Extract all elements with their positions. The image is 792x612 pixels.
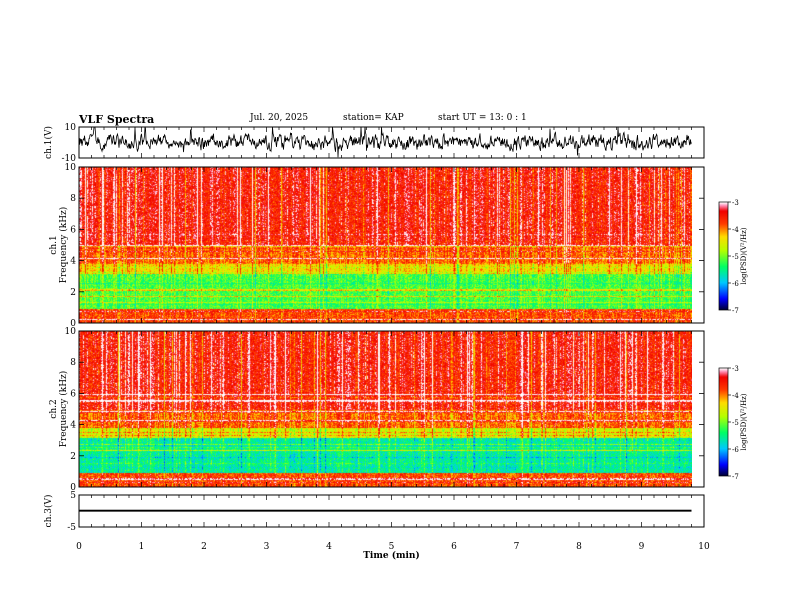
ch2-spec-ytick-label: 0 [70,483,76,493]
ch2-spec-ytick-label: 8 [70,358,76,368]
start-time-label: start UT = 13: 0 : 1 [438,113,527,123]
ch2-colorbar [719,368,728,476]
ch1-spec-ytick-label: 6 [70,225,76,235]
date-label: Jul. 20, 2025 [250,113,309,123]
x-tick-label: 3 [264,542,270,552]
ch2-colorbar-tick-label: -6 [732,446,739,454]
ch3-trace [79,509,692,512]
ch2-colorbar-label-text: log(PSD)(V²/Hz) [740,393,748,450]
ch3-ytick-label: 5 [70,491,76,501]
ch1-spec-ylabel-line: ch.1 [49,235,59,254]
x-axis-title: Time (min) [363,550,420,561]
ch2-spec-ylabel-line: ch.2 [49,399,59,418]
x-tick-label: 9 [639,542,645,552]
ch1-spec-ytick-label: 4 [70,257,76,267]
spectrogram-images [79,167,728,487]
ch2-spec-ytick-label: 10 [65,327,77,337]
ch1-trace [78,126,692,158]
ch2-colorbar-tick-label: -7 [732,473,739,481]
ch1-spec-ytick-label: 2 [70,288,76,298]
ch1-spec-ytick-label: 10 [65,163,77,173]
ch1-colorbar-label-text: log(PSD)(V²/Hz) [740,227,748,284]
ch2-spec-ytick-label: 2 [70,452,76,462]
ch1-ylabel-line: ch.1(V) [43,126,54,159]
ch3-ytick-label: -5 [67,523,76,533]
ch2-colorbar-tick-label: -3 [732,365,739,373]
ch1-spec-ytick-label: 8 [70,194,76,204]
x-tick-label: 7 [514,542,520,552]
x-tick-label: 4 [326,542,332,552]
ch2-spectrogram [79,331,692,487]
ch2-spec-ytick-label: 4 [70,421,76,431]
x-tick-label: 8 [576,542,582,552]
ch1-spec-ylabel: ch.1 Frequency (kHz) [49,207,69,284]
ch1-spectrogram [79,167,692,323]
ch2-spec-ytick-label: 6 [70,389,76,399]
x-tick-label: 6 [451,542,457,552]
x-tick-label: 10 [698,542,710,552]
x-tick-label: 5 [389,542,395,552]
ch2-spec-ylabel: ch.2 Frequency (kHz) [49,371,69,448]
ch2-spec-ylabel-line: Frequency (kHz) [58,371,69,448]
ch1-colorbar [719,202,728,310]
ch1-colorbar-tick-label: -7 [732,307,739,315]
ch1-ytick-label: -10 [62,154,77,164]
ch3-ylabel: ch.3(V) [43,495,54,528]
station-label: station= KAP [343,113,404,123]
x-tick-label: 2 [201,542,207,552]
ch1-spec-ytick-label: 0 [70,319,76,329]
ch1-colorbar-tick-label: -6 [732,280,739,288]
ch3-ylabel-line: ch.3(V) [43,495,54,528]
figure-title: VLF Spectra [79,113,155,126]
ch1-spec-ylabel-line: Frequency (kHz) [58,207,69,284]
ch1-colorbar-tick-label: -5 [732,253,739,261]
ch1-colorbar-label: log(PSD)(V²/Hz) [740,227,748,284]
ch1-colorbar-tick-label: -4 [732,226,739,234]
x-tick-label: 1 [139,542,145,552]
ch1-ytick-label: 10 [65,123,77,133]
plot-layer [78,126,692,512]
ch2-colorbar-label: log(PSD)(V²/Hz) [740,393,748,450]
x-tick-label: 0 [76,542,82,552]
ch2-colorbar-tick-label: -5 [732,419,739,427]
ch2-colorbar-tick-label: -4 [732,392,739,400]
ch1-colorbar-tick-label: -3 [732,199,739,207]
ch1-ylabel: ch.1(V) [43,126,54,159]
